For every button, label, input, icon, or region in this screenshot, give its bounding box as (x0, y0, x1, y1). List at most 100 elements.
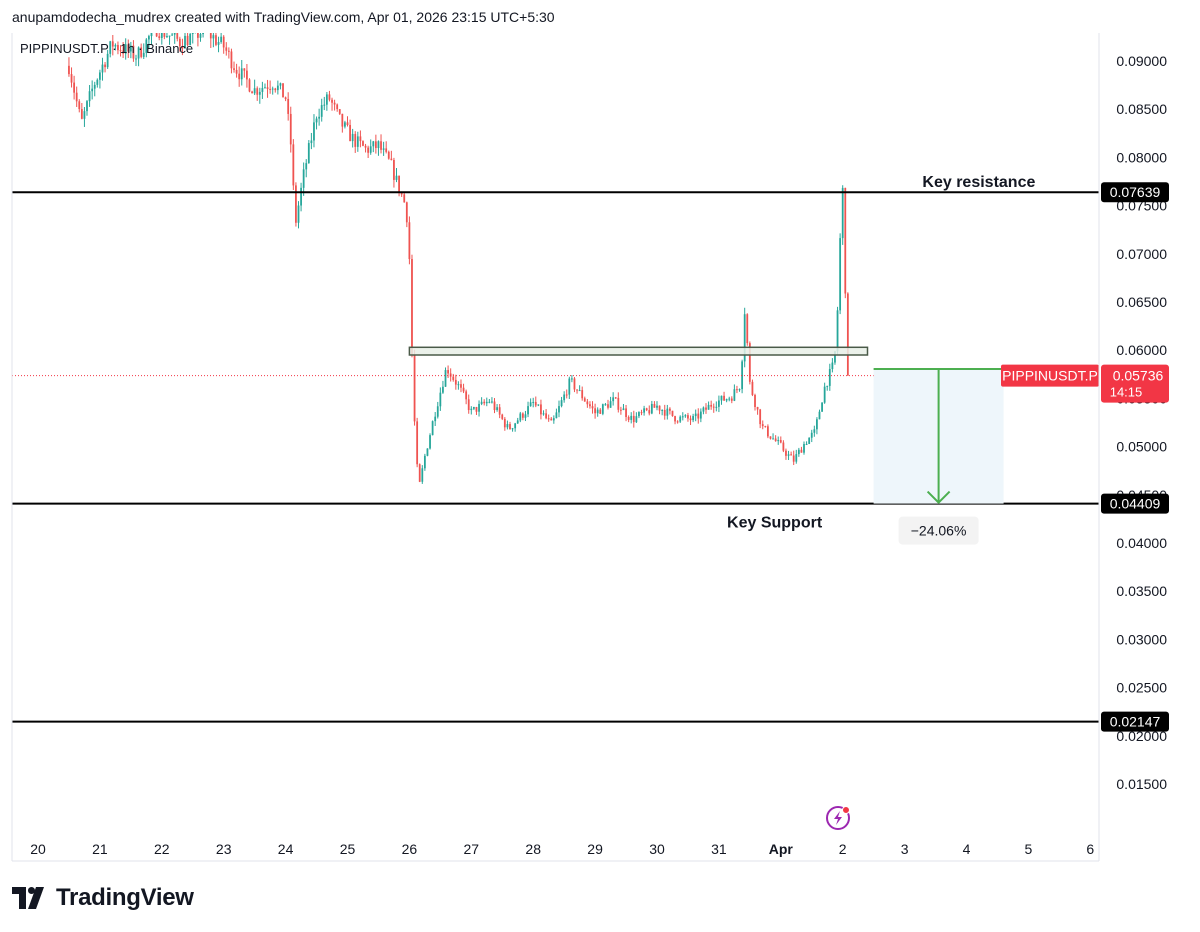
candle-body (480, 401, 483, 404)
resistance-zone-box[interactable] (408, 346, 869, 356)
candle-body (627, 417, 630, 420)
candle-body (511, 428, 514, 430)
time-tick-label: 25 (340, 841, 356, 857)
candle-body (790, 454, 793, 456)
candle-body (411, 259, 413, 355)
candle-body (733, 389, 736, 401)
candle-body (323, 104, 326, 106)
candle-body (707, 404, 710, 410)
candle-body (607, 404, 609, 408)
candlestick-chart[interactable]: Key resistance Key Support −24.06% 0.09000… (0, 0, 1200, 880)
level-price-text: 0.02147 (1110, 714, 1161, 730)
candle-body (292, 144, 295, 186)
candle-body (344, 122, 346, 127)
candle-body (640, 412, 643, 414)
candle-body (243, 68, 246, 71)
price-tick-label: 0.01500 (1116, 776, 1167, 792)
candle-body (656, 405, 658, 408)
candle-body (377, 141, 380, 149)
candle-body (202, 33, 204, 35)
price-tick-label: 0.03500 (1116, 583, 1167, 599)
lightning-bolt-icon[interactable] (826, 806, 850, 830)
level-price-label: 0.04409 (1101, 493, 1169, 514)
candle-body (839, 238, 842, 311)
candle-body (338, 109, 341, 114)
candle-body (483, 401, 486, 404)
candle-body (521, 413, 524, 418)
candle-body (117, 44, 119, 51)
candle-body (785, 450, 787, 456)
candle-body (251, 91, 253, 94)
candle-body (88, 91, 91, 102)
candle-body (256, 88, 259, 95)
time-tick-label: 28 (525, 841, 541, 857)
candle-body (741, 361, 744, 390)
candle-body (831, 362, 834, 370)
candle-body (558, 406, 560, 413)
candle-body (821, 402, 823, 412)
price-axis[interactable]: 0.090000.085000.080000.075000.070000.065… (1001, 53, 1169, 792)
candle-body (246, 70, 248, 80)
candle-body (630, 415, 633, 420)
candle-body (599, 409, 602, 414)
candle-body (720, 395, 723, 401)
candle-body (488, 401, 491, 403)
candle-body (454, 379, 457, 385)
candle-body (506, 424, 509, 428)
candle-body (104, 64, 106, 68)
candle-body (274, 88, 277, 91)
candle-body (140, 47, 143, 57)
candle-body (119, 50, 122, 52)
symbol-legend[interactable]: PIPPINUSDT.P · 1h · Binance (20, 41, 193, 56)
plot-area[interactable] (68, 15, 849, 484)
time-tick-label: 30 (649, 841, 665, 857)
candle-body (767, 426, 769, 437)
candle-body (153, 23, 155, 27)
candle-body (362, 141, 364, 146)
candle-body (496, 407, 498, 411)
candle-body (418, 464, 421, 482)
time-tick-label: 24 (278, 841, 294, 857)
tradingview-logo-icon (12, 887, 44, 909)
candle-body (408, 222, 411, 260)
candle-body (395, 175, 398, 180)
candle-body (800, 449, 803, 453)
candle-body (429, 435, 431, 449)
candle-body (751, 381, 754, 395)
candle-body (692, 416, 695, 421)
candle-body (205, 24, 207, 28)
candle-body (209, 33, 212, 39)
candle-body (315, 118, 318, 123)
candle-body (560, 400, 563, 407)
candle-body (792, 455, 795, 462)
candle-body (282, 83, 284, 98)
candle-body (439, 392, 442, 407)
candle-body (658, 405, 661, 411)
candle-body (728, 398, 731, 400)
time-tick-label: 20 (30, 841, 46, 857)
candle-body (421, 468, 424, 482)
candle-body (124, 44, 127, 54)
time-axis[interactable]: 20 21 22 23 24 25 26 27 28 29 30 31 Apr 2 3 4 5 6 (30, 841, 1094, 857)
candle-body (699, 411, 702, 419)
candle-body (679, 416, 682, 422)
price-tick-label: 0.04000 (1116, 535, 1167, 551)
candle-body (127, 44, 130, 52)
candle-body (529, 402, 532, 407)
candle-body (457, 384, 460, 386)
time-tick-label: 23 (216, 841, 232, 857)
tradingview-logo: TradingView (12, 884, 194, 912)
candle-body (527, 406, 529, 415)
candle-body (516, 420, 519, 424)
candle-body (173, 33, 176, 35)
candle-body (540, 404, 542, 415)
candle-body (341, 113, 344, 127)
tradingview-logo-text: TradingView (56, 884, 194, 911)
candle-body (841, 187, 844, 239)
candle-body (643, 408, 645, 413)
candle-body (674, 416, 676, 422)
candle-body (803, 444, 805, 453)
candle-body (227, 50, 230, 52)
candle-body (413, 354, 416, 422)
candle-body (604, 404, 607, 406)
